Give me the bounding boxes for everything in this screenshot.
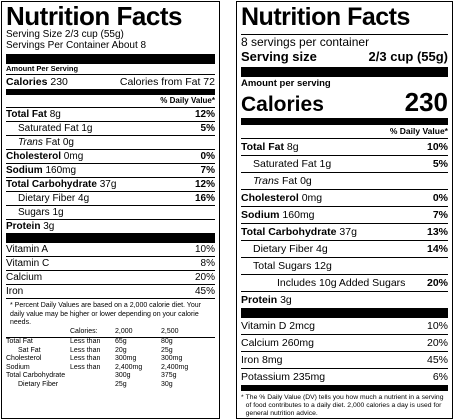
nutrient-row-added-sugars: Includes 10g Added Sugars 20% bbox=[241, 274, 448, 291]
daily-value-header: % Daily Value* bbox=[160, 96, 215, 105]
nutrient-row-total-fat: Total Fat 8g 10% bbox=[241, 138, 448, 155]
nutrient-row-total-sugars: Total Sugars 12g bbox=[241, 257, 448, 274]
calories-label: Calories bbox=[241, 93, 324, 116]
calories-from-fat: Calories from Fat 72 bbox=[119, 76, 215, 88]
serving-size: Serving Size 2/3 cup (55g) bbox=[6, 29, 124, 40]
nutrient-row-trans-fat: Trans Fat 0g bbox=[6, 135, 215, 149]
vitamin-row-iron: Iron 45% bbox=[6, 284, 215, 297]
nutrient-row-sodium: Sodium 160mg 7% bbox=[6, 163, 215, 176]
vitamin-row-a: Vitamin A 10% bbox=[6, 244, 215, 255]
calories-value: 230 bbox=[50, 76, 68, 88]
nutrient-row-saturated-fat: Saturated Fat 1g 5% bbox=[241, 155, 448, 172]
table-row: Sodium Less than 2,400mg 2,400mg bbox=[6, 363, 189, 371]
footnote: * The % Daily Value (DV) tells you how m… bbox=[241, 391, 448, 418]
new-nutrition-label: Nutrition Facts 8 servings per container… bbox=[236, 1, 453, 419]
serving-size-value: 2/3 cup (55g) bbox=[368, 49, 448, 64]
calories-label: Calories bbox=[6, 76, 48, 88]
nutrient-row-protein: Protein 3g bbox=[241, 291, 448, 308]
nutrient-row-sodium: Sodium 160mg 7% bbox=[241, 206, 448, 223]
amount-per-serving: Amount per serving bbox=[241, 78, 331, 89]
nutrient-row-trans-fat: Trans Fat 0g bbox=[241, 172, 448, 189]
table-row: Total Carbohydrate 300g 375g bbox=[6, 372, 177, 379]
nutrient-row-total-fat: Total Fat 8g 12% bbox=[6, 107, 215, 120]
label-title: Nutrition Facts bbox=[6, 1, 182, 31]
amount-per-serving: Amount Per Serving bbox=[6, 64, 79, 73]
table-header: Calories: 2,000 2,500 bbox=[6, 328, 215, 338]
table-row: Total Fat Less than 65g 80g bbox=[6, 338, 173, 345]
nutrient-row-sugars: Sugars 1g bbox=[6, 205, 215, 219]
calories-value: 230 bbox=[404, 87, 448, 117]
daily-values-table: Calories: 2,000 2,500 Total Fat Less tha… bbox=[6, 328, 215, 390]
serving-size-row: Serving size 2/3 cup (55g) bbox=[241, 49, 448, 65]
vitamin-row-d: Vitamin D 2mcg 10% bbox=[241, 320, 448, 332]
servings-per-container: Servings Per Container About 8 bbox=[6, 40, 147, 51]
nutrient-row-dietary-fiber: Dietary Fiber 4g 14% bbox=[241, 240, 448, 257]
nutrient-row-dietary-fiber: Dietary Fiber 4g 16% bbox=[6, 191, 215, 205]
nutrient-row-total-carbohydrate: Total Carbohydrate 37g 12% bbox=[6, 177, 215, 190]
vitamin-row-potassium: Potassium 235mg 6% bbox=[241, 368, 448, 385]
table-row: Cholesterol Less than 300mg 300mg bbox=[6, 355, 183, 362]
calories-row: Calories 230 bbox=[241, 89, 448, 118]
nutrient-row-total-carbohydrate: Total Carbohydrate 37g 13% bbox=[241, 223, 448, 240]
nutrient-row-cholesterol: Cholesterol 0mg 0% bbox=[241, 189, 448, 206]
vitamin-row-calcium: Calcium 20% bbox=[6, 270, 215, 283]
table-row: Dietary Fiber 25g 30g bbox=[18, 380, 173, 388]
footnote-star: * bbox=[241, 394, 244, 401]
vitamin-row-c: Vitamin C 8% bbox=[6, 256, 215, 269]
servings-per-container: 8 servings per container bbox=[241, 35, 370, 49]
nutrient-row-cholesterol: Cholesterol 0mg 0% bbox=[6, 149, 215, 162]
footnote-text: The % Daily Value (DV) tells you how muc… bbox=[245, 394, 444, 417]
table-row: Sat Fat Less than 20g 25g bbox=[18, 346, 173, 354]
label-title: Nutrition Facts bbox=[241, 3, 410, 31]
calories-row: Calories 230 Calories from Fat 72 bbox=[6, 74, 215, 89]
daily-value-header: % Daily Value* bbox=[389, 126, 448, 136]
vitamin-row-calcium: Calcium 260mg 20% bbox=[241, 334, 448, 351]
nutrient-row-saturated-fat: Saturated Fat 1g 5% bbox=[6, 121, 215, 135]
footnote: * Percent Daily Values are based on a 2,… bbox=[10, 302, 201, 326]
old-nutrition-label: Nutrition Facts Serving Size 2/3 cup (55… bbox=[1, 1, 220, 419]
nutrient-row-protein: Protein 3g bbox=[6, 219, 215, 233]
serving-size-label: Serving size bbox=[241, 49, 317, 64]
vitamin-row-iron: Iron 8mg 45% bbox=[241, 351, 448, 368]
